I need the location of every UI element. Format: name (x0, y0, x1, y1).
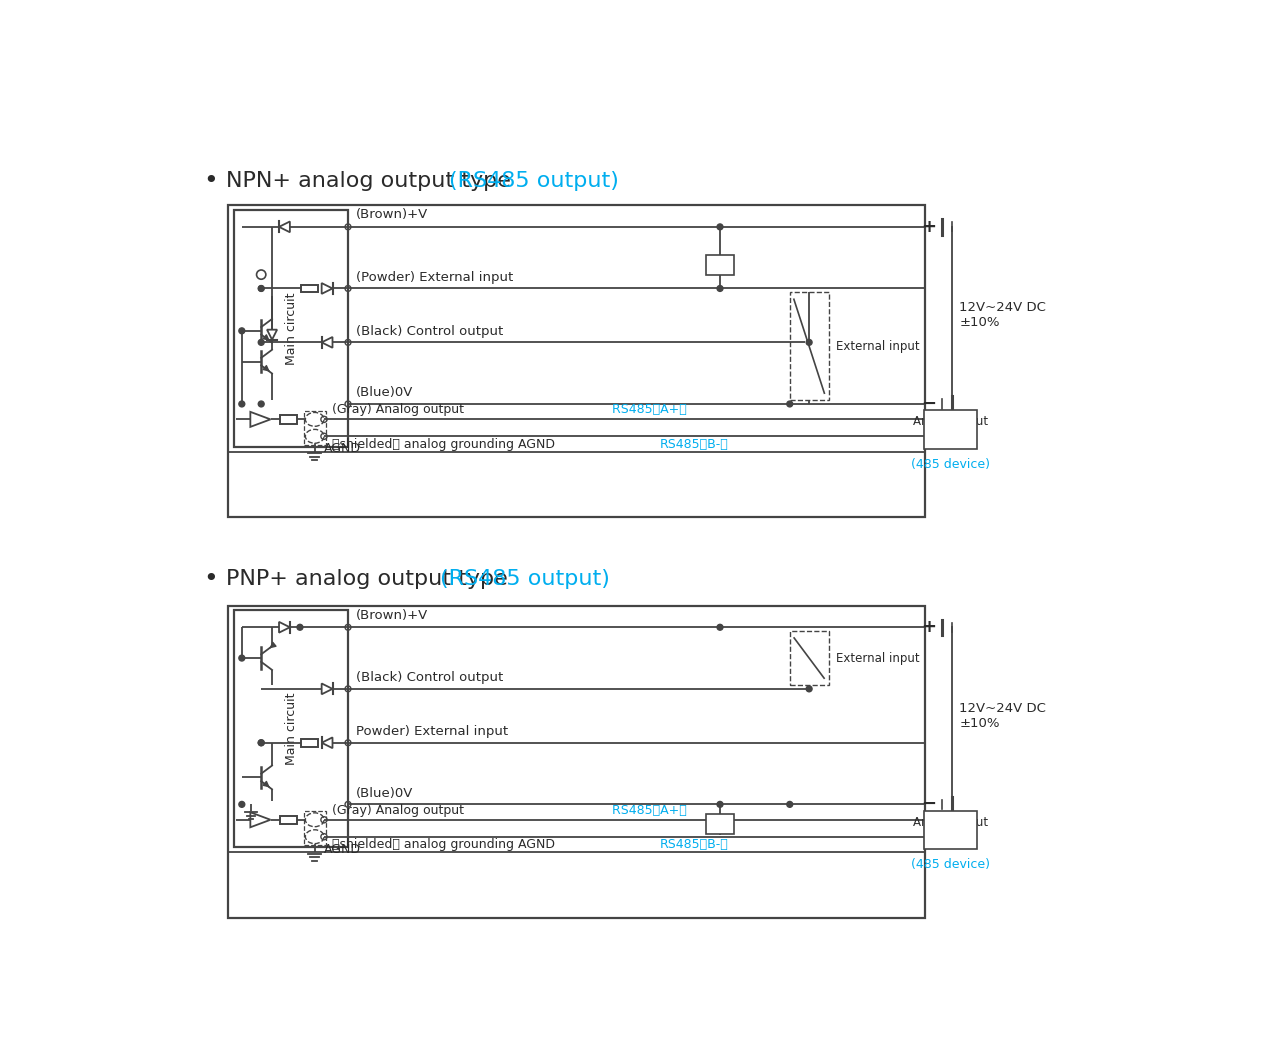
Bar (280, 415, 297, 423)
Polygon shape (280, 222, 290, 232)
Text: RS485（B-）: RS485（B-） (659, 838, 729, 852)
Text: （shielded） analog grounding AGND: （shielded） analog grounding AGND (333, 438, 563, 450)
Circle shape (717, 801, 722, 807)
Ellipse shape (305, 413, 324, 426)
Text: (Blue)0V: (Blue)0V (355, 786, 414, 800)
Bar (228, 606, 926, 918)
Circle shape (787, 801, 793, 807)
Ellipse shape (305, 813, 324, 826)
Text: Main circuit: Main circuit (285, 292, 297, 364)
Text: RS485（B-）: RS485（B-） (659, 438, 729, 450)
Bar (228, 206, 926, 518)
Text: (485 device): (485 device) (911, 858, 989, 871)
Text: (Gray) Analog output: (Gray) Analog output (333, 403, 464, 416)
Polygon shape (280, 622, 290, 633)
Circle shape (806, 339, 812, 345)
Text: −: − (921, 395, 936, 413)
Circle shape (258, 286, 264, 291)
Text: (Powder) External input: (Powder) External input (355, 271, 514, 284)
Text: (Brown)+V: (Brown)+V (355, 609, 428, 622)
Bar (234, 610, 348, 847)
Polygon shape (321, 684, 333, 694)
Text: Powder) External input: Powder) External input (355, 726, 507, 738)
Bar (304, 812, 325, 845)
Bar (923, 811, 977, 849)
Text: load: load (707, 259, 734, 273)
Circle shape (239, 328, 244, 334)
Bar (301, 285, 318, 292)
Text: Analog input
device: Analog input device (912, 816, 988, 844)
Text: (Black) Control output: (Black) Control output (355, 671, 503, 685)
Text: AGND: AGND (324, 842, 361, 856)
Text: NPN+ analog output type: NPN+ analog output type (226, 171, 525, 191)
Text: (Gray) Analog output: (Gray) Analog output (333, 803, 464, 817)
Bar (234, 210, 348, 447)
Circle shape (258, 339, 264, 345)
Circle shape (239, 801, 244, 807)
Circle shape (717, 224, 722, 230)
Circle shape (717, 625, 722, 630)
Text: (Blue)0V: (Blue)0V (355, 386, 414, 399)
Bar (706, 815, 734, 835)
Text: •: • (204, 169, 218, 193)
Ellipse shape (305, 429, 324, 443)
Text: RS485（A+）: RS485（A+） (603, 403, 687, 416)
Circle shape (239, 401, 244, 407)
Bar (304, 411, 325, 445)
Text: 12V~24V DC
±10%: 12V~24V DC ±10% (959, 301, 1046, 330)
Polygon shape (321, 337, 333, 348)
Text: External input: External input (836, 340, 920, 353)
Text: 12V~24V DC
±10%: 12V~24V DC ±10% (959, 701, 1046, 730)
Text: PNP+ analog output type: PNP+ analog output type (226, 569, 515, 589)
Text: +: + (921, 618, 936, 636)
Bar (789, 631, 829, 685)
Text: (Black) Control output: (Black) Control output (355, 324, 503, 338)
Text: (Brown)+V: (Brown)+V (355, 209, 428, 222)
Circle shape (258, 740, 264, 746)
Text: (RS485 output): (RS485 output) (449, 171, 619, 191)
Polygon shape (267, 330, 277, 340)
Circle shape (258, 740, 264, 746)
Polygon shape (321, 737, 333, 749)
Circle shape (787, 401, 793, 407)
Text: RS485（A+）: RS485（A+） (603, 803, 687, 817)
Bar (706, 254, 734, 275)
Circle shape (717, 286, 722, 292)
Text: −: − (921, 795, 936, 814)
Text: Main circuit: Main circuit (285, 693, 297, 765)
Circle shape (258, 401, 264, 407)
Circle shape (257, 270, 266, 279)
Bar (789, 292, 829, 400)
Text: +: + (921, 217, 936, 236)
Text: load: load (707, 818, 734, 831)
Text: (485 device): (485 device) (911, 458, 989, 470)
Text: •: • (204, 567, 218, 591)
Text: External input: External input (836, 652, 920, 665)
Text: Analog input
device: Analog input device (912, 416, 988, 443)
Circle shape (239, 655, 244, 662)
Polygon shape (321, 284, 333, 294)
Circle shape (806, 686, 812, 692)
Text: (RS485 output): (RS485 output) (440, 569, 610, 589)
Text: （shielded） analog grounding AGND: （shielded） analog grounding AGND (333, 838, 563, 852)
Bar (301, 739, 318, 747)
Circle shape (297, 625, 302, 630)
Circle shape (258, 286, 264, 292)
Bar (923, 411, 977, 448)
Text: AGND: AGND (324, 442, 361, 455)
Polygon shape (250, 813, 271, 827)
Ellipse shape (305, 830, 324, 843)
Polygon shape (250, 412, 271, 427)
Bar (280, 816, 297, 824)
